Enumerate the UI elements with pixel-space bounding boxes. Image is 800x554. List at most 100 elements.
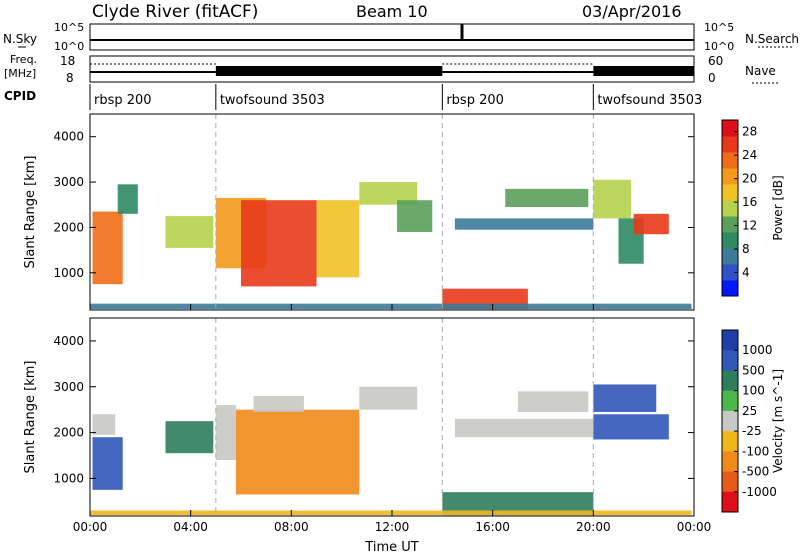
y-tick-label: 2000	[53, 220, 84, 234]
scatter-patch	[316, 200, 360, 278]
cpid-row: rbsp 200 twofsound 3503 rbsp 200 twofsound …	[89, 84, 702, 110]
scatter-patch	[241, 200, 317, 287]
cpid-label: CPID	[4, 89, 36, 103]
nave-tick-top: 60	[708, 54, 723, 68]
y-tick-label: 4000	[53, 130, 84, 144]
freq-label: Freq.	[10, 53, 37, 66]
colorbar-tick-label: 28	[742, 125, 757, 139]
colorbar-frame	[721, 329, 739, 513]
colorbar-swatch	[722, 216, 738, 233]
y-tick-label: 1000	[53, 471, 84, 485]
colorbar-tick-label: 12	[742, 219, 757, 233]
scatter-patch	[165, 216, 214, 248]
y-tick-label: 2000	[53, 426, 84, 440]
freq-band	[593, 66, 694, 76]
nsky-panel-frame	[89, 23, 695, 51]
colorbar-frame	[721, 119, 739, 297]
scatter-patch	[90, 303, 692, 310]
scatter-patch	[92, 437, 123, 490]
colorbar-tick-label: -100	[742, 444, 769, 458]
scatter-patch	[92, 414, 116, 435]
x-tick-label: 20:00	[576, 520, 611, 534]
x-axis-label: Time UT	[364, 540, 418, 554]
colorbar-swatch	[722, 451, 738, 473]
y-axis-label: Slant Range [km]	[23, 361, 38, 474]
colorbar-tick-label: 24	[742, 148, 757, 162]
scatter-patch	[505, 188, 589, 208]
y-tick-label: 4000	[53, 334, 84, 348]
colorbar-tick-label: 8	[742, 242, 750, 256]
cpid-segment-label: rbsp 200	[446, 93, 504, 108]
scatter-patch	[593, 414, 669, 440]
scatter-patch	[593, 179, 632, 219]
scatter-patch	[165, 421, 214, 454]
colorbar-tick-label: -1000	[742, 485, 777, 499]
nave-label: Nave	[745, 64, 776, 78]
colorbar-swatch	[722, 330, 738, 351]
scatter-patch	[215, 405, 236, 461]
colorbar-tick-label: -500	[742, 465, 769, 479]
cpid-segment-label: rbsp 200	[94, 93, 152, 108]
nsearch-tick-bottom: 10^0	[704, 40, 734, 53]
scatter-patch	[397, 200, 433, 232]
scatter-patch	[633, 213, 669, 235]
colorbar-swatch	[722, 120, 738, 137]
beam-label: Beam 10	[356, 2, 428, 21]
colorbar-swatch	[722, 232, 738, 249]
colorbar-swatch	[722, 168, 738, 185]
power-panel: 1000 2000 3000 4000 Slant Range [km] 4 8 12 16 20…	[23, 113, 785, 311]
scatter-patch	[454, 218, 594, 230]
x-tick-label: 12:00	[375, 520, 410, 534]
colorbar-swatch	[722, 491, 738, 513]
colorbar-swatch	[722, 390, 738, 412]
cpid-segment-label: twofsound 3503	[220, 93, 325, 108]
colorbar-swatch	[722, 471, 738, 493]
colorbar-label: Power [dB]	[771, 175, 785, 240]
nsky-tick-bottom: 10^0	[54, 40, 84, 53]
scatter-patch	[442, 492, 594, 516]
scatter-patch	[593, 384, 657, 412]
y-tick-label: 3000	[53, 175, 84, 189]
y-axis-label: Slant Range [km]	[23, 156, 38, 269]
scatter-patch	[117, 184, 138, 214]
scatter-patch	[92, 211, 123, 285]
colorbar-tick-label: -25	[742, 424, 762, 438]
colorbar-tick-label: 25	[742, 404, 757, 418]
scatter-patch	[359, 386, 418, 410]
x-tick-label: 08:00	[274, 520, 309, 534]
colorbar-swatch	[722, 350, 738, 371]
colorbar-tick-label: 16	[742, 195, 757, 209]
freq-band	[215, 66, 443, 76]
colorbar-tick-label: 20	[742, 172, 757, 186]
colorbar-swatch	[722, 184, 738, 201]
scatter-patch	[90, 510, 692, 516]
colorbar-swatch	[722, 370, 738, 392]
colorbar-swatch	[722, 152, 738, 169]
freq-unit-label: [MHz]	[4, 67, 36, 80]
scatter-patch	[235, 409, 360, 495]
y-tick-label: 3000	[53, 380, 84, 394]
station-title: Clyde River (fitACF)	[92, 2, 258, 22]
scatter-patch	[359, 182, 418, 205]
scatter-patch	[517, 391, 589, 412]
date-label: 03/Apr/2016	[582, 2, 682, 21]
colorbar-tick-label: 4	[742, 266, 750, 280]
nsearch-tick-top: 10^5	[704, 21, 734, 34]
y-tick-label: 1000	[53, 266, 84, 280]
nave-tick-bottom: 0	[708, 71, 716, 85]
x-tick-label: 00:00	[677, 520, 712, 534]
freq-tick-bottom: 8	[66, 71, 74, 85]
colorbar-swatch	[722, 280, 738, 297]
freq-strip	[90, 63, 694, 76]
x-tick-label: 04:00	[173, 520, 208, 534]
nsky-tick-top: 10^5	[54, 21, 84, 34]
colorbar-label: Velocity [m s^-1]	[771, 369, 785, 473]
colorbar-swatch	[722, 200, 738, 217]
colorbar-swatch	[722, 248, 738, 265]
nsearch-label: N.Search	[745, 32, 799, 46]
colorbar-tick-label: 500	[742, 363, 765, 377]
velocity-panel: 1000 2000 3000 4000 Slant Range [km] 00:00 04:…	[23, 317, 785, 534]
colorbar-swatch	[722, 264, 738, 281]
colorbar-swatch	[722, 136, 738, 153]
